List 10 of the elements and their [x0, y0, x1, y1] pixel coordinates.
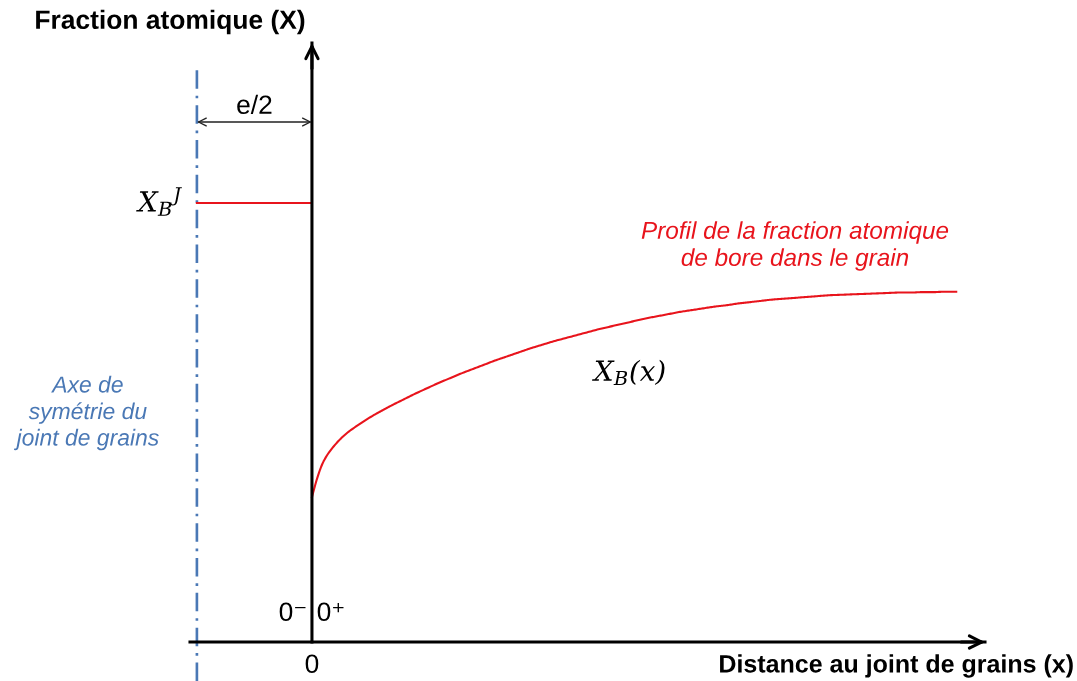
text: 0: [305, 654, 319, 674]
text: e/2: [237, 94, 272, 115]
series-label: X$_{B}$(x): [592, 359, 665, 386]
annotation: 0⁺: [317, 602, 344, 622]
text: Fraction atomique (X): [36, 9, 305, 35]
annotation: 0⁻: [279, 602, 306, 622]
annotation: Profil de la fraction atomique de bore dans le grain: [641, 221, 949, 271]
x-axis-title: Distance au joint de grains (x): [720, 654, 1073, 678]
text: Axe de symétrie du joint de grains: [14, 375, 159, 451]
series-label: X$_{B}$$^{J}$: [136, 187, 182, 216]
